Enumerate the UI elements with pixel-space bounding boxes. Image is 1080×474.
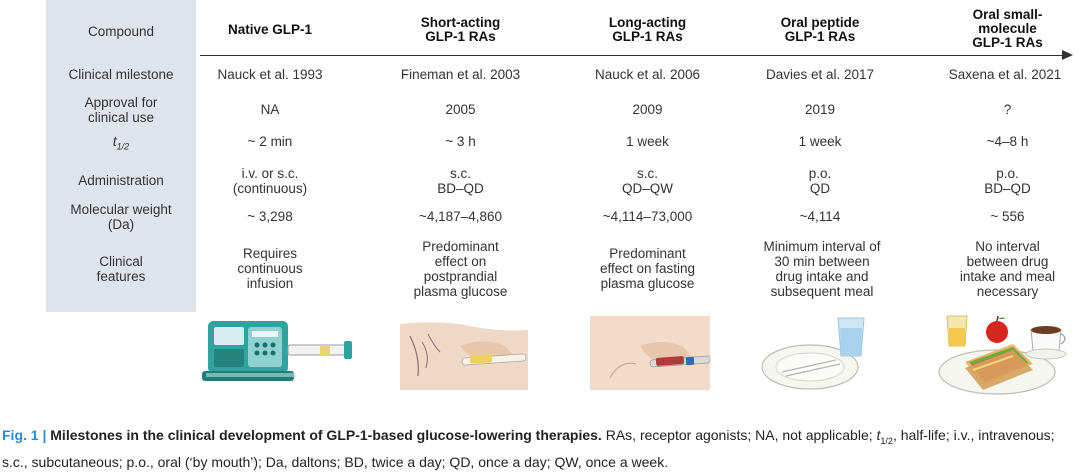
approval-oral-peptide: 2019 bbox=[804, 102, 836, 117]
approval-oral-small-molecule: ? bbox=[1003, 102, 1012, 117]
administration-native: i.v. or s.c. (continuous) bbox=[232, 166, 308, 196]
row-label-half-life: t1/2 bbox=[46, 134, 196, 155]
caption-text-part1: RAs, receptor agonists; NA, not applicab… bbox=[601, 427, 877, 443]
row-label-compound: Compound bbox=[87, 24, 155, 39]
column-head-long-acting: Long-acting GLP-1 RAs bbox=[608, 15, 687, 44]
administration-short-acting: s.c. BD–QD bbox=[437, 166, 484, 196]
administration-long-acting: s.c. QD–QW bbox=[621, 166, 673, 196]
infusion-pump-icon bbox=[202, 321, 352, 381]
administration-oral-small-molecule: p.o. BD–QD bbox=[984, 166, 1031, 196]
half-life-oral-small-molecule: ~4–8 h bbox=[986, 134, 1029, 149]
row-label-column bbox=[46, 0, 196, 312]
column-head-short-acting: Short-acting GLP-1 RAs bbox=[420, 15, 501, 44]
column-head-native-glp1: Native GLP-1 bbox=[227, 22, 313, 37]
approval-long-acting: 2009 bbox=[632, 102, 663, 117]
approval-native: NA bbox=[260, 102, 280, 117]
molecular-weight-native: ~ 3,298 bbox=[247, 209, 293, 224]
row-label-milestone: Clinical milestone bbox=[68, 67, 174, 82]
features-native: Requires continuous infusion bbox=[237, 246, 303, 291]
approval-short-acting: 2005 bbox=[445, 102, 476, 117]
row-label-administration: Administration bbox=[78, 173, 164, 188]
milestone-short-acting: Fineman et al. 2003 bbox=[400, 67, 521, 82]
molecular-weight-short-acting: ~4,187–4,860 bbox=[419, 209, 502, 224]
plate-and-water-glass-icon bbox=[761, 317, 865, 390]
timeline-arrow-line bbox=[200, 55, 1070, 56]
half-life-base: t bbox=[112, 134, 117, 149]
column-head-oral-peptide: Oral peptide GLP-1 RAs bbox=[780, 15, 860, 44]
half-life-long-acting: 1 week bbox=[626, 134, 669, 149]
milestone-oral-peptide: Davies et al. 2017 bbox=[765, 67, 875, 82]
molecular-weight-oral-peptide: ~4,114 bbox=[799, 209, 841, 224]
figure-label: Fig. 1 | bbox=[2, 427, 47, 443]
caption-title: Milestones in the clinical development o… bbox=[50, 427, 602, 443]
milestone-long-acting: Nauck et al. 2006 bbox=[594, 67, 701, 82]
caption-t-symbol: t bbox=[876, 427, 881, 443]
milestone-oral-small-molecule: Saxena et al. 2021 bbox=[948, 67, 1062, 82]
features-short-acting: Predominant effect on postprandial plasm… bbox=[413, 239, 508, 299]
milestone-native: Nauck et al. 1993 bbox=[217, 67, 323, 82]
column-head-oral-small-molecule: Oral small- molecule GLP-1 RAs bbox=[972, 7, 1043, 50]
pen-injection-arm-icon bbox=[400, 322, 528, 390]
figure-caption: Fig. 1 | Milestones in the clinical deve… bbox=[2, 425, 1078, 473]
features-oral-peptide: Minimum interval of 30 min between drug … bbox=[763, 239, 881, 299]
administration-oral-peptide: p.o. QD bbox=[808, 166, 832, 196]
half-life-sub: 1/2 bbox=[116, 141, 130, 152]
row-label-approval: Approval for clinical use bbox=[84, 95, 158, 125]
half-life-native: ~ 2 min bbox=[247, 134, 293, 149]
row-label-features: Clinical features bbox=[96, 254, 146, 284]
pen-injection-abdomen-icon bbox=[590, 316, 711, 390]
features-long-acting: Predominant effect on fasting plasma glu… bbox=[599, 246, 696, 291]
molecular-weight-long-acting: ~4,114–73,000 bbox=[602, 209, 693, 224]
row-label-molecular-weight: Molecular weight (Da) bbox=[70, 202, 172, 232]
meal-sandwich-apple-coffee-icon bbox=[938, 315, 1067, 395]
features-oral-small-molecule: No interval between drug intake and meal… bbox=[959, 239, 1056, 299]
half-life-short-acting: ~ 3 h bbox=[445, 134, 476, 149]
molecular-weight-oral-small-molecule: ~ 556 bbox=[990, 209, 1025, 224]
caption-text-part2: , half-life; i.v., intravenous; s.c., su… bbox=[2, 427, 1055, 470]
timeline-arrowhead bbox=[1062, 50, 1073, 60]
half-life-oral-peptide: 1 week bbox=[798, 134, 842, 149]
caption-t-sub: 1/2 bbox=[880, 435, 893, 446]
